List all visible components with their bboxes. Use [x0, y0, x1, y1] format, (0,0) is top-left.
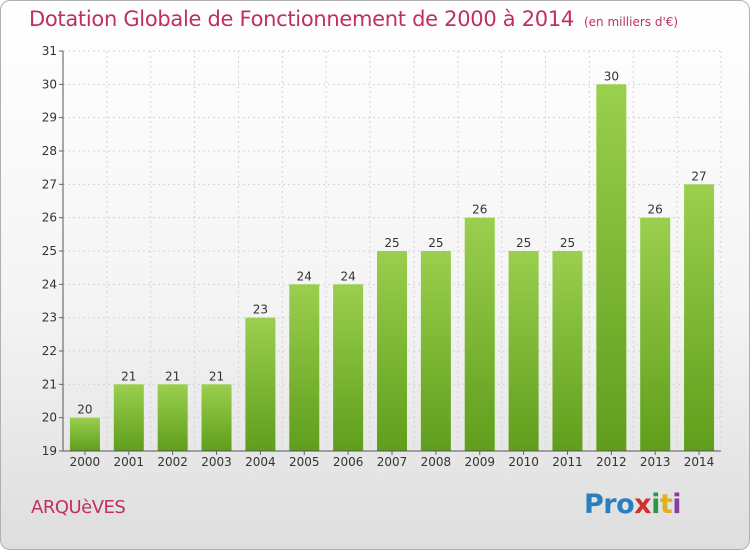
data-label: 23	[253, 303, 268, 317]
bar	[333, 284, 364, 451]
data-label: 24	[297, 269, 312, 283]
data-label: 25	[384, 236, 399, 250]
y-tick-label: 23	[42, 311, 57, 325]
x-tick-label: 2003	[201, 455, 232, 469]
bar	[508, 251, 539, 451]
bar	[684, 184, 715, 452]
logo-part: i	[672, 489, 682, 520]
x-tick-label: 2012	[596, 455, 627, 469]
data-label: 21	[121, 369, 136, 383]
x-tick-label: 2001	[114, 455, 145, 469]
bar	[113, 384, 144, 451]
data-label: 30	[604, 69, 619, 83]
y-tick-label: 30	[42, 77, 57, 91]
bar	[640, 217, 671, 451]
data-label: 27	[691, 169, 706, 183]
bar	[289, 284, 320, 451]
y-tick-label: 29	[42, 111, 57, 125]
bar	[157, 384, 188, 451]
y-tick-label: 20	[42, 411, 57, 425]
axes: 19 20 21 22 23 24 25 26 27 28 29 30 31 2000 2001 2002 20…	[42, 44, 721, 469]
x-tick-label: 2014	[684, 455, 715, 469]
y-tick-label: 28	[42, 144, 57, 158]
bar	[201, 384, 232, 451]
logo-part: t	[659, 489, 673, 520]
y-tick-label: 27	[42, 177, 57, 191]
bar	[596, 84, 627, 451]
y-tick-label: 26	[42, 211, 57, 225]
x-tick-label: 2011	[552, 455, 583, 469]
bar	[552, 251, 583, 451]
x-tick-label: 2009	[464, 455, 495, 469]
commune-name: ARQUèVES	[31, 497, 126, 518]
x-tick-label: 2002	[157, 455, 188, 469]
data-label: 21	[209, 369, 224, 383]
chart-title: Dotation Globale de Fonctionnement de 20…	[29, 7, 678, 31]
x-tick-label: 2007	[377, 455, 408, 469]
data-label: 24	[340, 269, 355, 283]
data-label: 25	[560, 236, 575, 250]
x-tick-label: 2005	[289, 455, 320, 469]
proxiti-logo: Proxiti	[584, 489, 682, 520]
x-tick-label: 2000	[70, 455, 101, 469]
x-tick-label: 2004	[245, 455, 276, 469]
y-tick-label: 21	[42, 377, 57, 391]
bar	[377, 251, 407, 451]
bar	[69, 417, 100, 451]
y-tick-label: 31	[42, 44, 57, 58]
x-tick-label: 2010	[508, 455, 539, 469]
title-text: Dotation Globale de Fonctionnement de 20…	[29, 7, 574, 31]
data-label: 26	[472, 203, 487, 217]
x-tick-label: 2013	[640, 455, 671, 469]
logo-part: x	[634, 489, 652, 520]
y-tick-label: 25	[42, 244, 57, 258]
bar	[245, 317, 276, 451]
logo-part: i	[651, 489, 660, 520]
data-label: 25	[428, 236, 443, 250]
bars: 20 21 21 21 23 24 24 25 25 26 25 25 30 26 27	[69, 69, 715, 452]
x-tick-label: 2008	[421, 455, 452, 469]
y-tick-label: 22	[42, 344, 57, 358]
bar	[464, 217, 495, 451]
data-label: 20	[77, 403, 92, 417]
data-label: 25	[516, 236, 531, 250]
bar	[420, 251, 451, 451]
data-label: 21	[165, 369, 180, 383]
logo-part: Pro	[584, 489, 635, 520]
data-label: 26	[648, 203, 663, 217]
units-label: (en milliers d'€)	[583, 15, 679, 29]
y-tick-label: 19	[42, 444, 57, 458]
x-tick-label: 2006	[333, 455, 364, 469]
y-tick-label: 24	[42, 277, 57, 291]
